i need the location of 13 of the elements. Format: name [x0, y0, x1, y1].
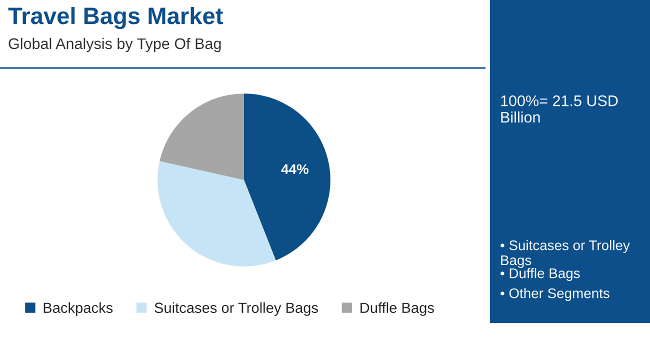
legend-label: Duffle Bags [360, 302, 434, 316]
text: • Other Segments [500, 288, 610, 301]
data-label: 44% [281, 164, 308, 174]
text: 100%= 21.5 USD Billion [501, 95, 618, 123]
pie-slice [244, 94, 330, 260]
chart-title: Travel Bags Market [8, 6, 223, 30]
text: • Suitcases or Trolley Bags [500, 240, 630, 268]
text: • Duffle Bags [500, 268, 580, 281]
pie-slice [160, 94, 244, 180]
pie-slice [158, 161, 276, 266]
legend-label: Suitcases or Trolley Bags [154, 302, 318, 316]
legend-label: Backpacks [44, 302, 113, 316]
chart-subtitle: Global Analysis by Type Of Bag [8, 38, 221, 52]
